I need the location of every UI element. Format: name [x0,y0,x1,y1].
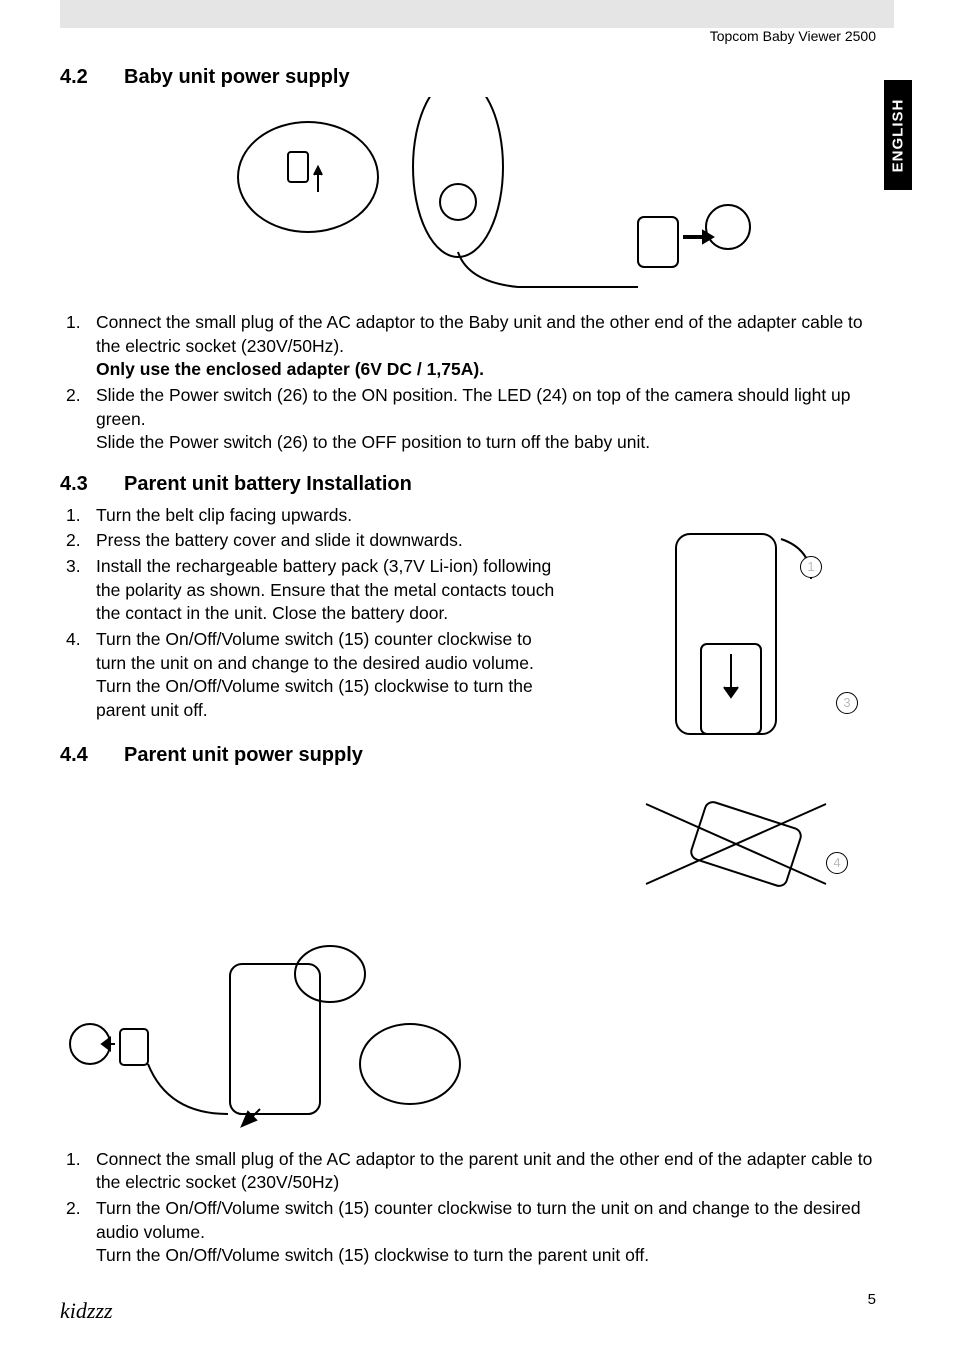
section-43-body: 1 3 4 1. Turn the belt clip facing upwar… [60,504,876,924]
callout-4: 4 [826,852,848,874]
section-44-heading: 4.4 Parent unit power supply [60,744,586,767]
item-line: Slide the Power switch (26) to the ON po… [96,385,851,429]
section-42-list: 1. Connect the small plug of the AC adap… [60,311,876,455]
item-line: Turn the On/Off/Volume switch (15) clock… [96,676,533,720]
item-line: Turn the On/Off/Volume switch (15) clock… [96,1245,649,1265]
footer-logo: kidzzz [60,1298,113,1324]
item-line: Turn the On/Off/Volume switch (15) count… [96,629,534,673]
item-text: Slide the Power switch (26) to the ON po… [96,384,876,455]
item-line: Turn the On/Off/Volume switch (15) count… [96,1198,861,1242]
callout-3: 3 [836,692,858,714]
item-marker: 1. [60,504,96,528]
page-number: 5 [868,1291,876,1308]
language-tab-label: ENGLISH [890,98,907,172]
figure-parent-unit-power [60,934,500,1134]
item-marker: 3. [60,555,96,626]
item-line: Slide the Power switch (26) to the OFF p… [96,432,650,452]
section-42-title: Baby unit power supply [124,66,350,89]
list-item: 2. Turn the On/Off/Volume switch (15) co… [60,1197,876,1268]
item-marker: 4. [60,628,96,723]
section-44-num: 4.4 [60,744,102,767]
callout-1: 1 [800,556,822,578]
item-text: Press the battery cover and slide it dow… [96,529,560,553]
list-item: 4. Turn the On/Off/Volume switch (15) co… [60,628,560,723]
item-bold-line: Only use the enclosed adapter (6V DC / 1… [96,359,484,379]
item-line: Connect the small plug of the AC adaptor… [96,312,863,356]
figure-parent-unit-battery: 1 3 4 [606,504,876,924]
language-tab: ENGLISH [884,80,912,190]
baby-unit-illustration [168,97,768,297]
item-text: Turn the belt clip facing upwards. [96,504,560,528]
header-bar [60,0,894,28]
list-item: 2. Slide the Power switch (26) to the ON… [60,384,876,455]
list-item: 1. Turn the belt clip facing upwards. [60,504,560,528]
section-44-title: Parent unit power supply [124,744,363,767]
item-text: Connect the small plug of the AC adaptor… [96,311,876,382]
page-content: 4.2 Baby unit power supply 1. Connect th… [60,56,876,1270]
item-text: Connect the small plug of the AC adaptor… [96,1148,876,1195]
section-42-num: 4.2 [60,66,102,89]
item-text: Turn the On/Off/Volume switch (15) count… [96,628,560,723]
header-product-label: Topcom Baby Viewer 2500 [710,28,876,44]
parent-unit-power-illustration [60,934,500,1134]
item-marker: 2. [60,529,96,553]
item-marker: 1. [60,311,96,382]
section-43-title: Parent unit battery Installation [124,473,412,496]
item-text: Turn the On/Off/Volume switch (15) count… [96,1197,876,1268]
list-item: 1. Connect the small plug of the AC adap… [60,1148,876,1195]
item-marker: 2. [60,1197,96,1268]
list-item: 3. Install the rechargeable battery pack… [60,555,560,626]
item-text: Install the rechargeable battery pack (3… [96,555,560,626]
section-44-list: 1. Connect the small plug of the AC adap… [60,1148,876,1268]
item-marker: 2. [60,384,96,455]
section-42-heading: 4.2 Baby unit power supply [60,66,876,89]
list-item: 1. Connect the small plug of the AC adap… [60,311,876,382]
list-item: 2. Press the battery cover and slide it … [60,529,560,553]
figure-baby-unit-power [168,97,768,297]
item-marker: 1. [60,1148,96,1195]
section-43-num: 4.3 [60,473,102,496]
section-43-list: 1. Turn the belt clip facing upwards. 2.… [60,504,560,723]
section-43-heading: 4.3 Parent unit battery Installation [60,473,876,496]
